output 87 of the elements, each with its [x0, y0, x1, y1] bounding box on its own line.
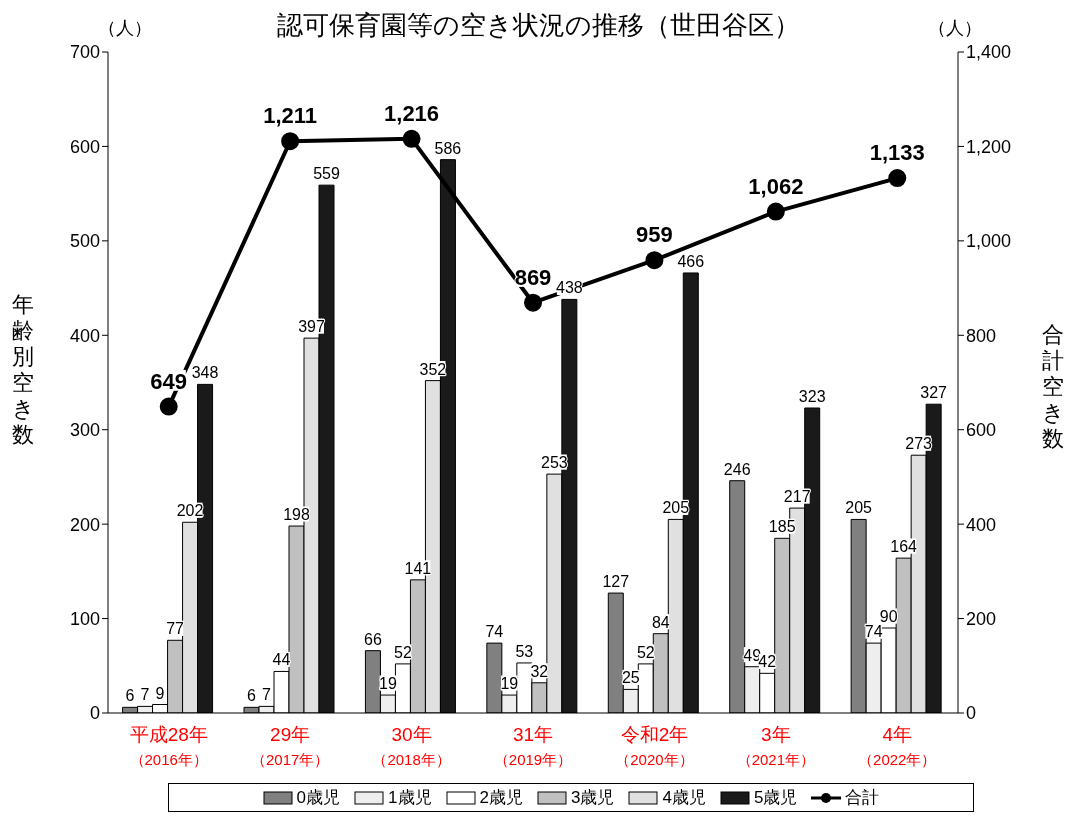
data-label: 44 [272, 651, 291, 669]
data-label: 185 [768, 518, 796, 536]
data-label: 9 [155, 684, 165, 702]
x-tick-label: 31年（2019年） [493, 724, 573, 768]
data-label: 352 [419, 360, 447, 378]
legend-label: 4歳児 [662, 787, 706, 809]
legend-label: 5歳児 [753, 787, 798, 809]
data-label: 253 [541, 454, 568, 472]
point [281, 132, 300, 151]
y-tick-label: 500 [69, 231, 100, 252]
data-label: 466 [677, 252, 705, 270]
data-label: 52 [394, 643, 412, 661]
data-label: 32 [530, 662, 549, 680]
point [888, 169, 907, 188]
data-label: 217 [783, 488, 811, 506]
data-label: 559 [313, 165, 340, 183]
data-label: 1,211 [263, 103, 318, 129]
data-label: 323 [798, 388, 826, 405]
y-tick-label: 400 [69, 325, 100, 346]
data-label: 19 [379, 675, 397, 693]
y-tick-label: 700 [69, 42, 100, 63]
legend-label: 2歳児 [479, 787, 523, 809]
y-tick-label: 300 [69, 420, 100, 441]
y2-tick-label: 600 [966, 420, 997, 441]
point [645, 251, 664, 270]
data-label: 164 [890, 538, 918, 556]
y2-tick-label: 400 [966, 514, 997, 535]
data-label: 74 [864, 623, 883, 641]
y2-tick-label: 1,000 [966, 231, 1012, 252]
data-label: 52 [636, 643, 655, 661]
point [524, 293, 542, 312]
data-label: 127 [602, 573, 630, 591]
y-tick-label: 200 [69, 514, 100, 535]
data-label: 438 [556, 279, 583, 297]
data-label: 246 [723, 460, 751, 478]
x-tick-label: 29年（2017年） [250, 724, 330, 768]
y2-tick-label: 1,400 [966, 42, 1012, 63]
data-label: 959 [636, 222, 673, 248]
y2-tick-label: 0 [966, 703, 977, 724]
data-label: 7 [140, 686, 150, 704]
data-label: 84 [651, 613, 670, 631]
x-tick-label: 平成28年（2016年） [129, 724, 208, 768]
legend-label: 1歳児 [388, 787, 432, 809]
data-label: 7 [262, 686, 272, 704]
data-label: 205 [845, 499, 873, 517]
legend-label: 合計 [845, 787, 880, 809]
y2-tick-label: 1,200 [966, 136, 1012, 157]
point [402, 129, 421, 148]
data-label: 198 [283, 506, 310, 524]
y-tick-label: 100 [69, 608, 100, 629]
x-tick-label: 4年（2022年） [858, 724, 937, 768]
data-label: 348 [191, 364, 219, 382]
legend-label: 3歳児 [571, 787, 615, 809]
y2-axis-title: 合計空き数 [1040, 322, 1066, 452]
data-label: 586 [434, 139, 462, 157]
data-label: 397 [298, 318, 325, 336]
data-label: 327 [920, 384, 948, 402]
text: （人） [928, 17, 982, 40]
data-label: 1,062 [748, 173, 804, 199]
data-label: 6 [125, 687, 135, 705]
x-tick-label: 令和2年（2020年） [615, 724, 694, 768]
y2-tick-label: 800 [966, 325, 997, 346]
chart-title: 認可保育園等の空き状況の推移（世田谷区） [276, 10, 800, 40]
y-axis-title: 年齢別空き数 [10, 292, 36, 448]
data-label: 66 [364, 630, 382, 648]
data-label: 202 [176, 502, 204, 520]
data-label: 6 [247, 687, 257, 705]
data-label: 74 [485, 623, 504, 641]
data-label: 25 [621, 669, 640, 687]
data-label: 77 [166, 620, 185, 638]
data-label: 649 [150, 368, 188, 394]
legend-label: 0歳児 [296, 787, 341, 809]
data-label: 1,133 [869, 140, 925, 166]
point [766, 202, 785, 221]
data-label: 19 [500, 675, 519, 693]
data-label: 141 [404, 559, 432, 577]
x-tick-label: 30年（2018年） [372, 724, 451, 768]
point [159, 397, 178, 416]
y-tick-label: 600 [69, 136, 100, 157]
data-label: 90 [879, 608, 898, 626]
y2-tick-label: 200 [966, 608, 997, 629]
data-label: 869 [514, 264, 552, 290]
text: （人） [98, 17, 152, 40]
y-tick-label: 0 [89, 703, 100, 724]
data-label: 53 [515, 642, 534, 660]
data-label: 1,216 [384, 100, 440, 126]
x-tick-label: 3年（2021年） [736, 724, 816, 768]
